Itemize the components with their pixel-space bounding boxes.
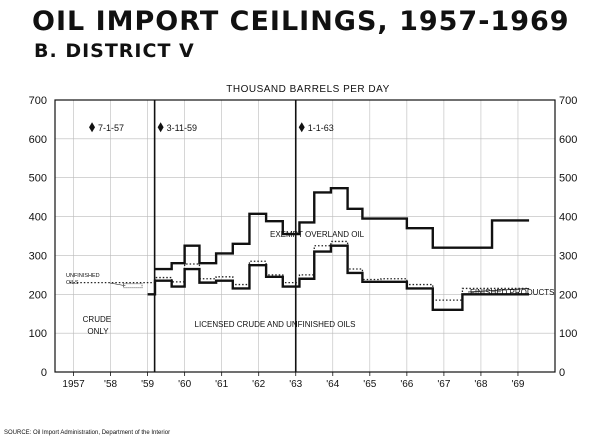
xtick-label-1: '58 — [104, 379, 117, 390]
plot-frame — [54, 99, 556, 373]
chart-title: OIL IMPORT CEILINGS, 1957-1969 — [32, 6, 570, 37]
event-marker-2 — [298, 122, 305, 133]
ytick-right-200: 200 — [559, 289, 577, 301]
event-label-2: 1-1-63 — [308, 123, 334, 133]
series-line-finished-products — [69, 240, 530, 301]
event-marker-1 — [157, 122, 164, 133]
xtick-label-7: '64 — [326, 379, 339, 390]
series-unfinished-oils-band — [123, 283, 143, 289]
ytick-right-0: 0 — [559, 367, 565, 379]
xtick-label-0: 1957 — [62, 379, 85, 390]
xtick-label-9: '66 — [400, 379, 413, 390]
annotation-unfinished-line-2: OILS — [66, 280, 79, 286]
ytick-right-500: 500 — [559, 173, 577, 185]
ytick-left-700: 700 — [29, 95, 47, 107]
xtick-label-11: '68 — [474, 379, 487, 390]
ytick-left-300: 300 — [29, 250, 47, 262]
series-line-licensed-crude — [147, 244, 530, 312]
unfinished-oils-leader — [109, 282, 126, 287]
xtick-label-4: '61 — [215, 379, 228, 390]
xtick-label-3: '60 — [178, 379, 191, 390]
annotation-exempt-overland-oil: EXEMPT OVERLAND OIL — [270, 230, 365, 239]
event-label-1: 3-11-59 — [167, 123, 197, 133]
ytick-right-600: 600 — [559, 134, 577, 146]
annotation-crude-line-2: ONLY — [87, 327, 109, 336]
annotation-finished-products: FINISHED PRODUCTS — [470, 288, 554, 297]
source-note: SOURCE: Oil Import Administration, Depar… — [4, 430, 171, 436]
event-marker-0 — [89, 122, 96, 133]
xtick-label-2: '59 — [141, 379, 154, 390]
series-lines — [69, 187, 530, 312]
xtick-label-5: '62 — [252, 379, 265, 390]
ytick-left-400: 400 — [29, 212, 47, 224]
xtick-label-6: '63 — [289, 379, 302, 390]
xtick-label-12: '69 — [511, 379, 524, 390]
xtick-label-10: '67 — [437, 379, 450, 390]
annotation-unfinished-oils: UNFINISHED OILS — [66, 273, 101, 286]
xtick-label-8: '65 — [363, 379, 376, 390]
ytick-left-600: 600 — [29, 134, 47, 146]
unit-label: THOUSAND BARRELS PER DAY — [226, 84, 390, 95]
series-line-exempt-overland-oil — [155, 187, 530, 271]
annotation-unfinished-line-1: UNFINISHED — [66, 273, 100, 279]
annotation-crude-only: CRUDE ONLY — [83, 315, 114, 336]
ytick-right-100: 100 — [559, 328, 577, 340]
chart-labels: THOUSAND BARRELS PER DAY EXEMPT OVERLAND… — [29, 84, 578, 390]
axes — [54, 99, 556, 376]
annotation-crude-line-1: CRUDE — [83, 315, 111, 324]
event-label-0: 7-1-57 — [98, 123, 124, 133]
ytick-left-0: 0 — [41, 367, 47, 379]
ytick-right-300: 300 — [559, 250, 577, 262]
ytick-right-400: 400 — [559, 212, 577, 224]
chart-subtitle: B. DISTRICT V — [34, 40, 195, 62]
ytick-left-500: 500 — [29, 173, 47, 185]
annotation-licensed-crude: LICENSED CRUDE AND UNFINISHED OILS — [195, 320, 356, 329]
ytick-left-100: 100 — [29, 328, 47, 340]
ytick-left-200: 200 — [29, 289, 47, 301]
ytick-right-700: 700 — [559, 95, 577, 107]
